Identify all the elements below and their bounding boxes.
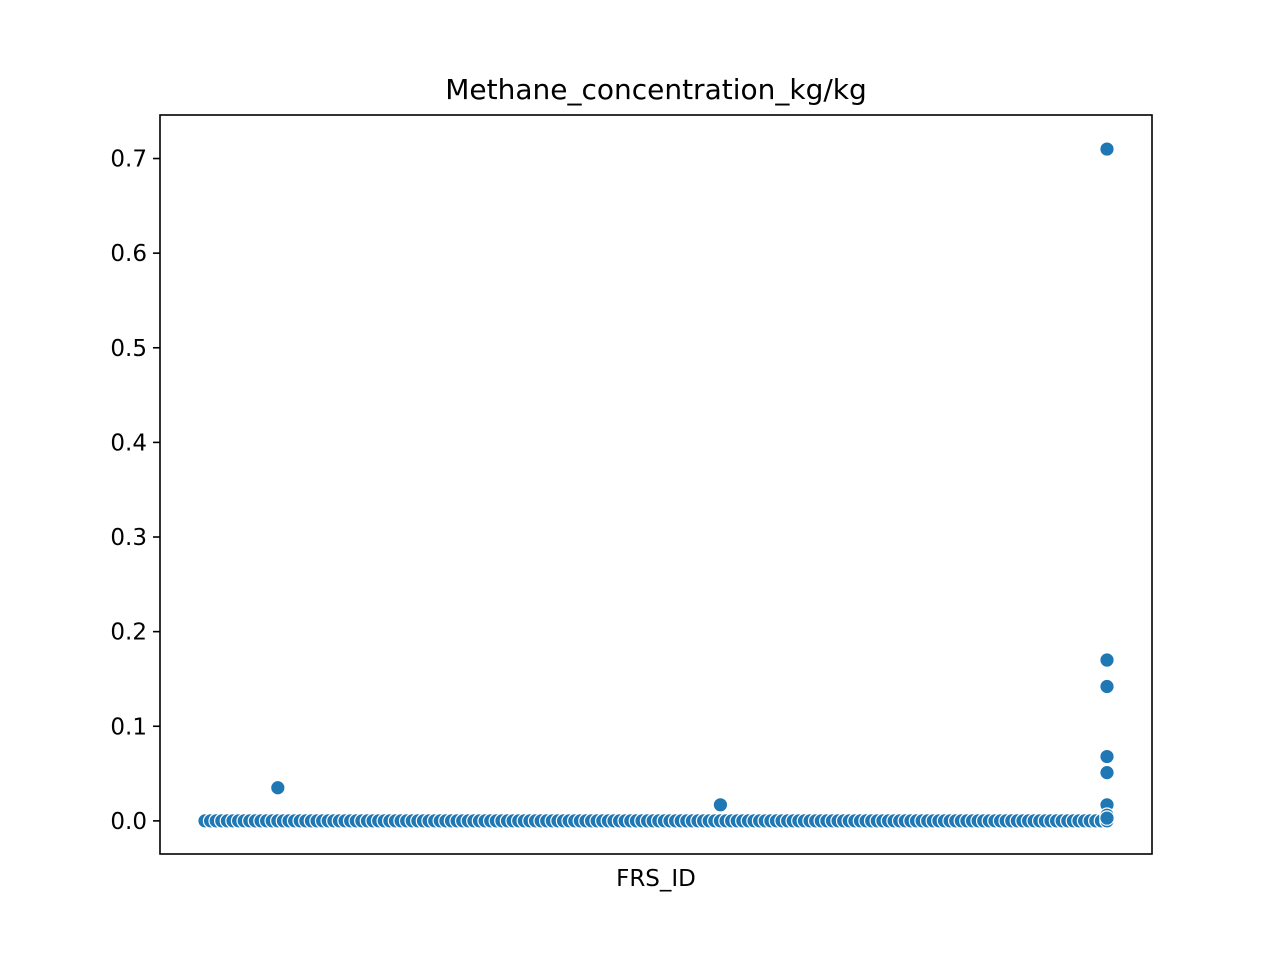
y-tick-label: 0.5 (110, 336, 147, 362)
y-axis: 0.0 0.1 0.2 0.3 0.4 0.5 0.6 0.7 (110, 147, 160, 835)
data-point (270, 779, 286, 796)
y-tick-label: 0.4 (110, 430, 147, 456)
data-point (1099, 141, 1115, 157)
data-point (1099, 678, 1115, 695)
data-point (1099, 652, 1115, 668)
y-tick-label: 0.3 (110, 525, 147, 551)
data-point (1099, 748, 1115, 765)
y-tick-label: 0.0 (110, 809, 147, 835)
x-axis-label: FRS_ID (616, 866, 696, 892)
y-tick-label: 0.1 (110, 714, 147, 740)
data-point (712, 796, 729, 813)
plot-frame (159, 114, 1153, 855)
data-point (1099, 764, 1115, 781)
y-tick-label: 0.2 (110, 620, 147, 646)
chart-title: Methane_concentration_kg/kg (445, 73, 867, 106)
y-tick-label: 0.6 (110, 241, 147, 267)
y-tick-label: 0.7 (110, 147, 147, 173)
data-point (1099, 810, 1115, 826)
points-layer (197, 141, 1115, 829)
